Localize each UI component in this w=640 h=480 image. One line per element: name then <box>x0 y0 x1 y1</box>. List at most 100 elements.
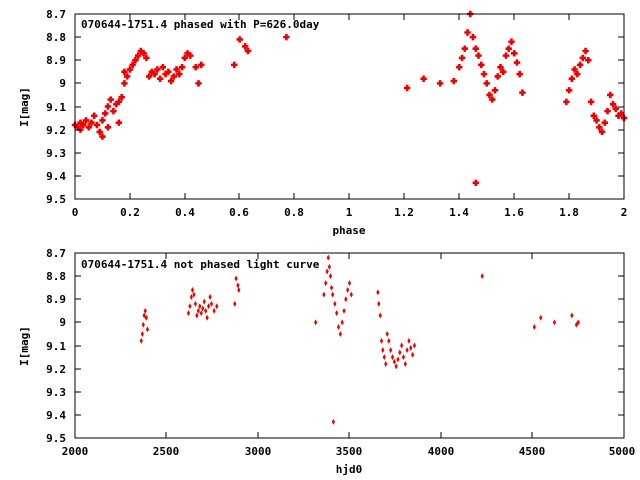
hjd-tick-label-3: 3500 <box>336 445 363 458</box>
phased-point-102 <box>609 100 617 108</box>
unphased-point-16 <box>199 310 203 317</box>
unphased-y-axis-label: I[mag] <box>18 326 31 366</box>
x-tick-7: 1.4 <box>449 14 469 219</box>
mag-tick-2: 8.9 <box>46 293 624 306</box>
phased-point-36 <box>156 75 164 82</box>
unphased-point-65 <box>400 342 404 349</box>
phased-point-82 <box>513 59 521 66</box>
phased-point-14 <box>104 124 112 131</box>
phased-point-51 <box>231 61 238 69</box>
unphased-x-axis-label: hjd0 <box>336 463 363 476</box>
unphased-point-58 <box>387 337 391 344</box>
unphased-point-39 <box>331 418 335 425</box>
phased-point-48 <box>192 63 199 71</box>
unphased-point-21 <box>206 303 211 310</box>
unphased-point-79 <box>576 319 580 326</box>
phased-point-5 <box>82 117 90 124</box>
phased-point-81 <box>511 50 518 57</box>
phased-point-38 <box>162 70 169 78</box>
phased-data-points <box>71 10 628 187</box>
phased-point-60 <box>456 63 463 71</box>
phased-point-6 <box>85 124 92 131</box>
x-tick-label-8: 1.6 <box>504 206 524 219</box>
unphased-point-57 <box>385 330 389 337</box>
phased-point-73 <box>489 96 496 103</box>
x-tick-label-6: 1.2 <box>394 206 414 219</box>
phased-point-9 <box>93 121 101 129</box>
y-tick-1: 8.8 <box>46 31 624 44</box>
mag-tick-label-5: 9.2 <box>46 363 66 376</box>
unphased-point-62 <box>394 363 398 370</box>
phased-point-70 <box>480 70 488 78</box>
phased-point-96 <box>593 117 600 124</box>
phased-point-35 <box>154 66 161 73</box>
mag-tick-label-6: 9.3 <box>46 386 66 399</box>
unphased-point-12 <box>193 300 198 307</box>
hjd-tick-label-2: 3000 <box>245 445 272 458</box>
unphased-point-50 <box>376 289 380 296</box>
phased-point-87 <box>568 75 576 82</box>
phased-point-19 <box>115 98 123 106</box>
unphased-point-2 <box>141 321 145 328</box>
mag-tick-label-4: 9.1 <box>46 340 66 353</box>
phased-point-97 <box>596 124 603 131</box>
phased-point-28 <box>134 52 142 59</box>
unphased-point-68 <box>405 347 409 354</box>
unphased-point-67 <box>403 361 407 367</box>
phased-point-25 <box>126 66 134 73</box>
mag-tick-6: 9.3 <box>46 386 624 399</box>
unphased-point-32 <box>324 280 328 287</box>
unphased-point-19 <box>204 307 208 314</box>
unphased-point-42 <box>336 324 341 330</box>
phased-point-72 <box>486 91 493 99</box>
y-tick-label-7: 9.4 <box>46 170 66 183</box>
unphased-point-20 <box>205 314 209 321</box>
phased-point-22 <box>121 80 128 87</box>
phased-point-88 <box>571 66 578 73</box>
y-tick-label-6: 9.3 <box>46 147 66 160</box>
x-tick-label-1: 0.2 <box>120 206 140 219</box>
phased-point-4 <box>80 121 87 129</box>
mag-tick-3: 9 <box>59 316 624 329</box>
phased-point-86 <box>565 87 573 94</box>
mag-tick-label-3: 9 <box>59 316 66 329</box>
phased-point-53 <box>241 43 249 50</box>
phased-point-17 <box>110 107 117 115</box>
unphased-point-3 <box>142 312 146 319</box>
unphased-point-55 <box>382 354 386 361</box>
unphased-y-axis: 8.7 8.8 8.9 9 9.1 9.2 9.3 9.4 9.5 <box>46 247 624 445</box>
phased-point-62 <box>461 45 468 52</box>
unphased-point-47 <box>346 287 350 293</box>
unphased-point-10 <box>190 287 195 293</box>
phased-point-89 <box>574 70 581 78</box>
phased-point-99 <box>601 119 608 126</box>
phased-point-57 <box>420 75 427 82</box>
unphased-point-76 <box>552 319 557 326</box>
phased-point-21 <box>118 94 125 101</box>
unphased-point-31 <box>322 291 326 298</box>
unphased-point-56 <box>384 361 388 367</box>
y-tick-5: 9.2 <box>46 124 624 137</box>
phased-point-66 <box>472 45 479 52</box>
unphased-point-53 <box>379 337 384 344</box>
unphased-point-5 <box>144 314 148 321</box>
phased-point-77 <box>500 68 507 76</box>
unphased-point-23 <box>209 300 214 307</box>
mag-tick-label-1: 8.8 <box>46 270 66 283</box>
phased-point-101 <box>607 91 614 99</box>
phased-point-7 <box>88 119 95 126</box>
phased-point-33 <box>148 68 156 76</box>
phased-point-49 <box>195 80 202 87</box>
phased-point-24 <box>123 73 131 80</box>
y-tick-label-5: 9.2 <box>46 124 66 137</box>
phased-point-93 <box>585 57 592 64</box>
unphased-point-78 <box>574 321 579 328</box>
y-tick-6: 9.3 <box>46 147 624 160</box>
unphased-point-18 <box>202 298 206 305</box>
phased-point-44 <box>178 63 186 71</box>
y-tick-8: 9.5 <box>46 193 624 206</box>
unphased-point-1 <box>140 330 144 337</box>
unphased-point-46 <box>344 296 348 303</box>
phased-point-31 <box>143 54 150 62</box>
unphased-point-69 <box>407 337 411 344</box>
